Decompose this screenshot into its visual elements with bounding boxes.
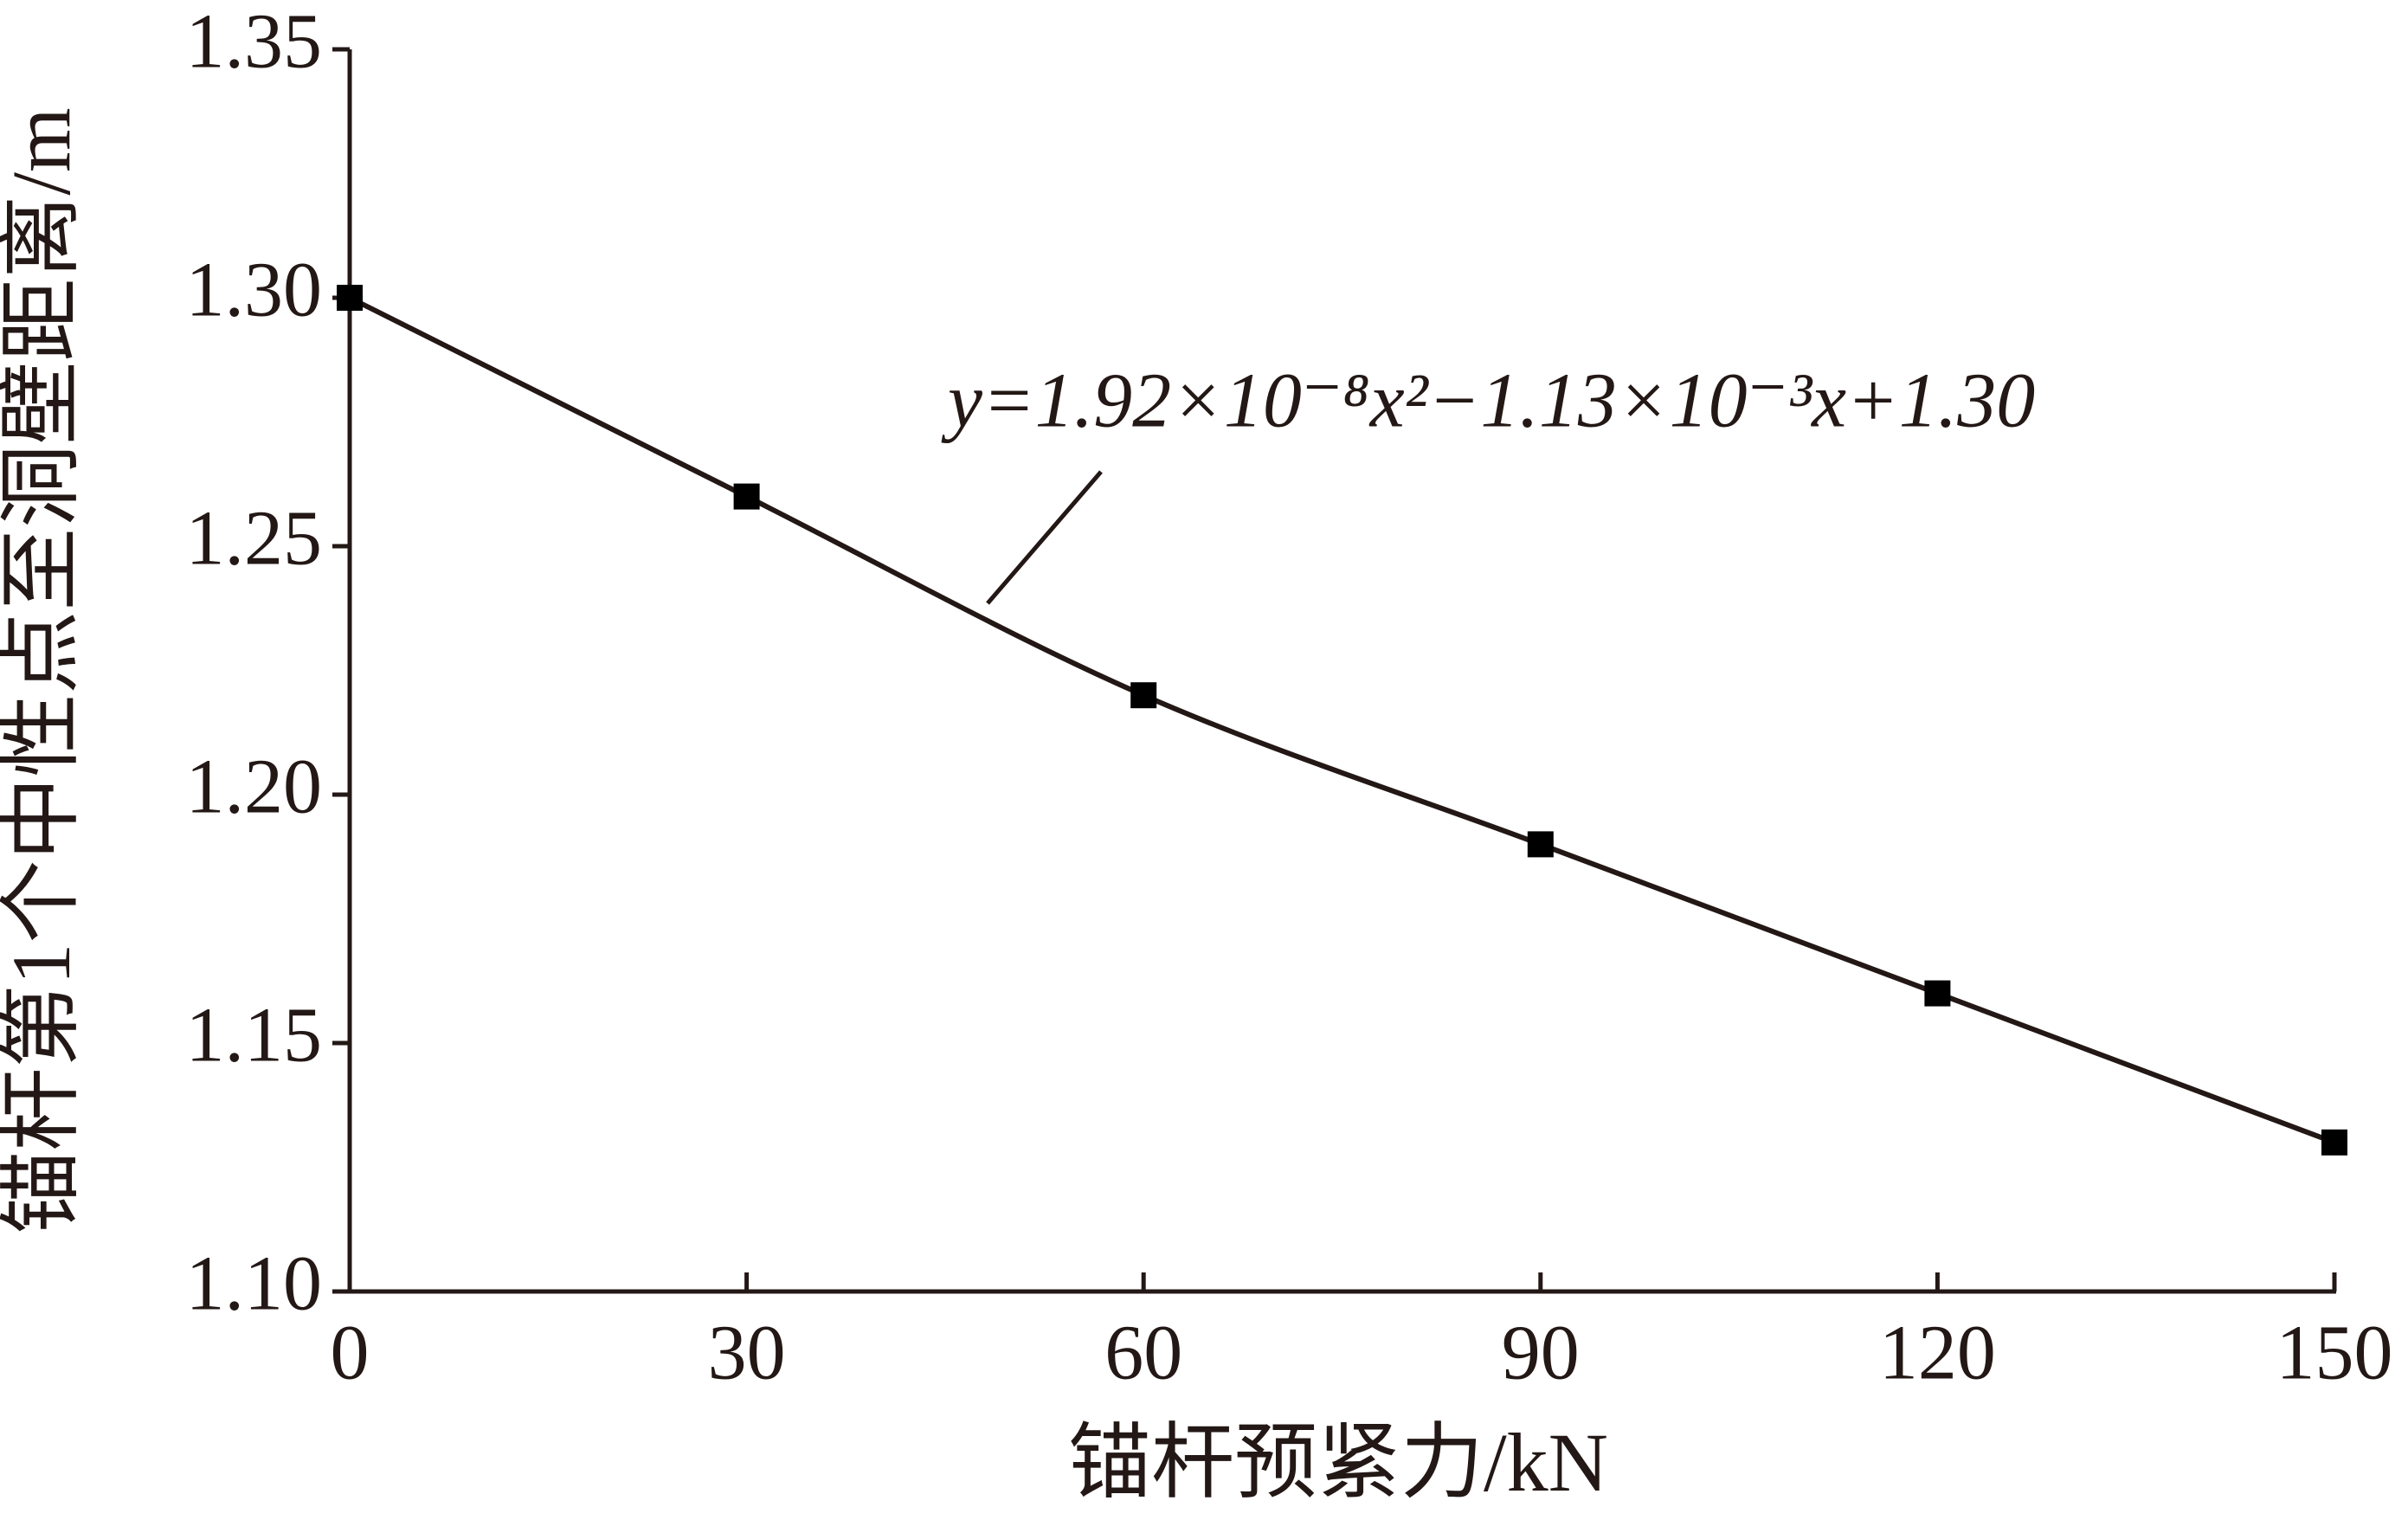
fit-curve [348,295,2336,1145]
y-tick-label: 1.35 [186,0,323,85]
x-axis-title: 锚杆预紧力/kN [1068,1416,1608,1509]
x-tick-label: 0 [331,1311,370,1396]
annotation-leader [986,470,1103,605]
fit-equation: y=1.92×10⁻⁸x²−1.13×10⁻³x+1.30 [941,358,2035,444]
data-point [337,285,363,311]
y-tick-label: 1.20 [186,744,323,830]
y-tick-label: 1.30 [186,248,323,333]
data-point [1130,682,1157,709]
x-tick-label: 150 [2276,1311,2393,1396]
x-tick-label: 120 [1879,1311,1996,1396]
y-tick-label: 1.25 [186,496,323,582]
x-tick-label: 30 [708,1311,786,1396]
y-axis-title: 锚杆第1个中性点至洞壁距离/m [0,107,87,1233]
data-point [733,483,760,510]
data-point [2321,1129,2347,1156]
x-tick-label: 60 [1104,1311,1182,1396]
data-point [1924,980,1951,1007]
y-tick-label: 1.15 [186,993,323,1079]
y-tick-label: 1.10 [186,1241,323,1327]
data-point [1527,831,1554,858]
x-tick-label: 90 [1502,1311,1580,1396]
